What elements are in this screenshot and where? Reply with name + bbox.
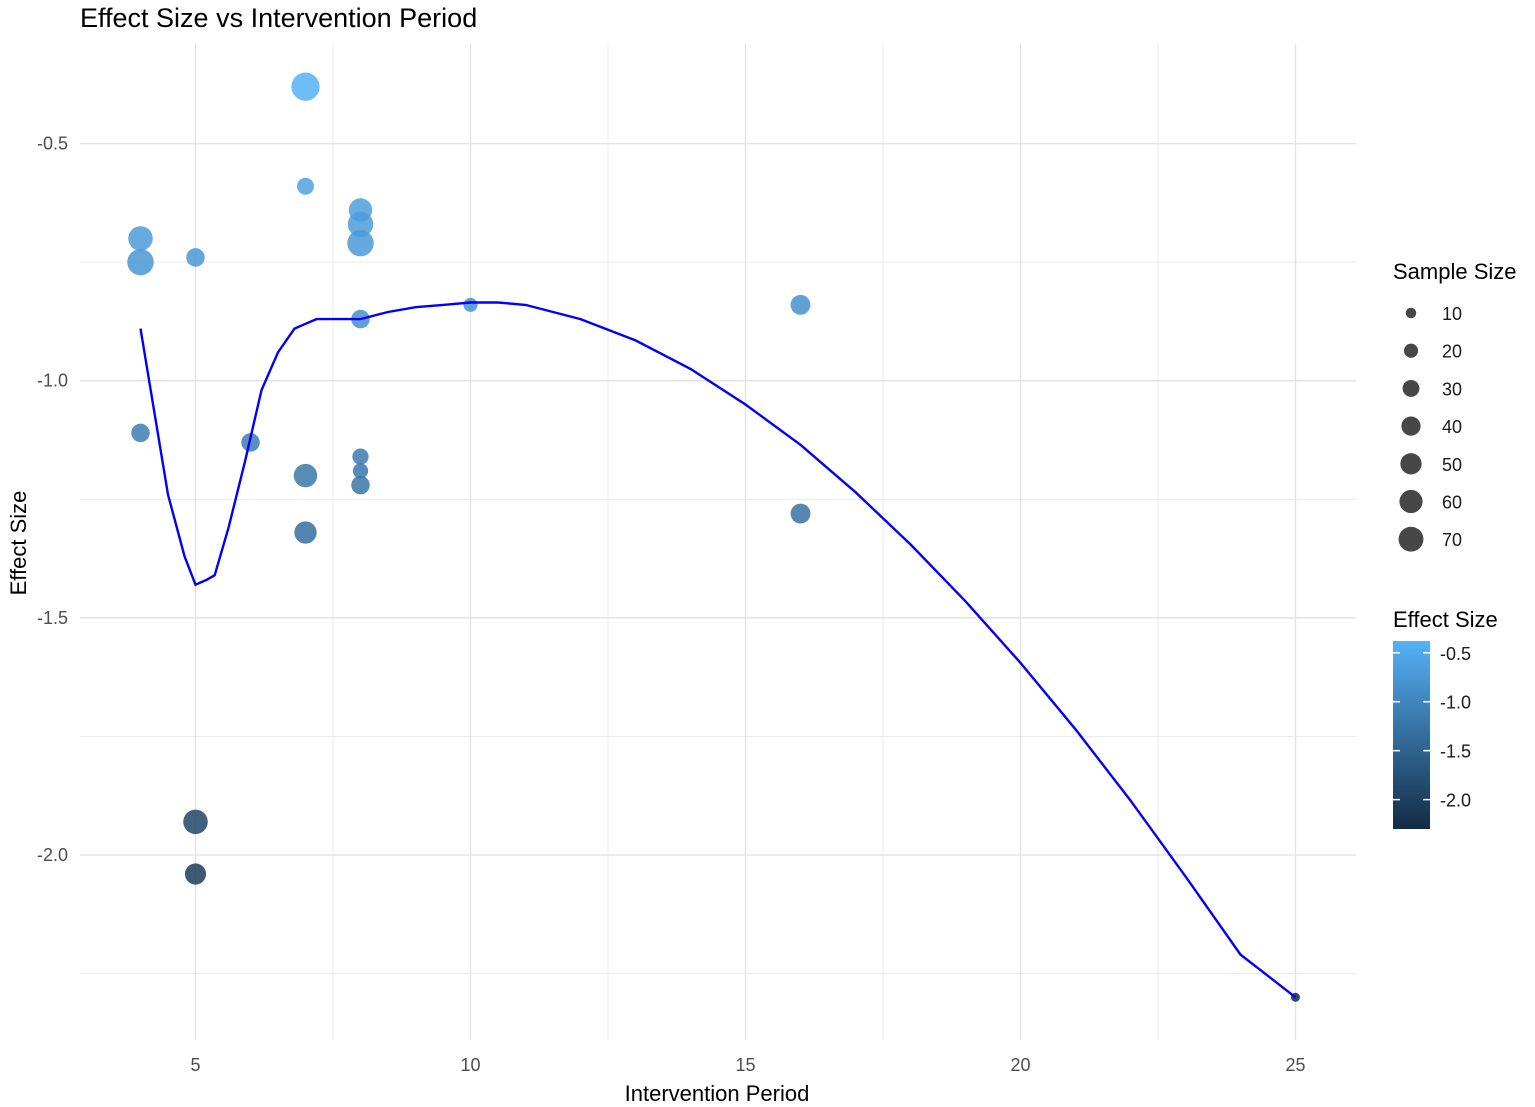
- data-point: [293, 463, 318, 488]
- data-point: [183, 809, 208, 835]
- data-point: [294, 521, 317, 544]
- chart-title: Effect Size vs Intervention Period: [80, 3, 477, 33]
- data-point: [790, 503, 811, 524]
- x-tick-label: 20: [1010, 1055, 1030, 1075]
- data-point: [347, 211, 374, 237]
- size-legend-label: 70: [1442, 530, 1462, 550]
- y-tick-label: -1.0: [37, 371, 68, 391]
- x-axis-title: Intervention Period: [625, 1081, 810, 1106]
- data-point: [463, 297, 478, 312]
- x-ticks: 5 10 15 20 25: [190, 1055, 1305, 1075]
- size-legend-label: 60: [1442, 493, 1462, 513]
- data-point: [184, 863, 207, 885]
- x-tick-label: 5: [190, 1055, 200, 1075]
- data-point: [291, 72, 320, 101]
- y-tick-label: -2.0: [37, 845, 68, 865]
- data-point: [128, 226, 153, 251]
- color-legend-label: -2.0: [1440, 791, 1471, 811]
- color-legend-label: -1.0: [1440, 693, 1471, 713]
- size-legend-key: [1402, 379, 1420, 397]
- size-legend-label: 40: [1442, 417, 1462, 437]
- color-legend-title: Effect Size: [1393, 607, 1498, 632]
- size-legend-key: [1400, 453, 1422, 475]
- size-legend-key: [1399, 489, 1423, 514]
- size-legend-key: [1401, 416, 1421, 436]
- size-legend: Sample Size 10 20 30 40 50 60 70: [1393, 259, 1517, 552]
- data-point: [347, 229, 374, 257]
- size-legend-label: 20: [1442, 342, 1462, 362]
- data-point: [186, 248, 205, 267]
- smooth-line: [139, 301, 1297, 999]
- data-point: [297, 177, 314, 195]
- y-tick-label: -1.5: [37, 608, 68, 628]
- data-point: [351, 475, 370, 495]
- x-tick-label: 10: [460, 1055, 480, 1075]
- x-tick-label: 25: [1285, 1055, 1305, 1075]
- color-legend-label: -1.5: [1440, 742, 1471, 762]
- size-legend-title: Sample Size: [1393, 259, 1517, 284]
- size-legend-key: [1403, 343, 1419, 358]
- size-legend-label: 10: [1442, 304, 1462, 324]
- size-legend-key: [1405, 307, 1417, 319]
- data-point: [127, 248, 154, 276]
- color-legend: Effect Size -0.5 -1.0 -1.5 -2.0: [1393, 607, 1498, 829]
- data-point: [352, 448, 369, 465]
- y-tick-label: -0.5: [37, 134, 68, 154]
- color-bar: [1393, 641, 1430, 829]
- color-legend-label: -0.5: [1440, 644, 1471, 664]
- data-point: [131, 423, 150, 443]
- y-axis-title: Effect Size: [6, 491, 31, 596]
- points: [127, 72, 1301, 1002]
- data-point: [790, 294, 811, 315]
- size-legend-label: 50: [1442, 455, 1462, 475]
- data-point: [352, 463, 369, 479]
- size-legend-key: [1398, 526, 1424, 552]
- x-tick-label: 15: [735, 1055, 755, 1075]
- size-legend-label: 30: [1442, 379, 1462, 399]
- y-ticks: -0.5 -1.0 -1.5 -2.0: [37, 134, 68, 865]
- grid: [80, 44, 1356, 1040]
